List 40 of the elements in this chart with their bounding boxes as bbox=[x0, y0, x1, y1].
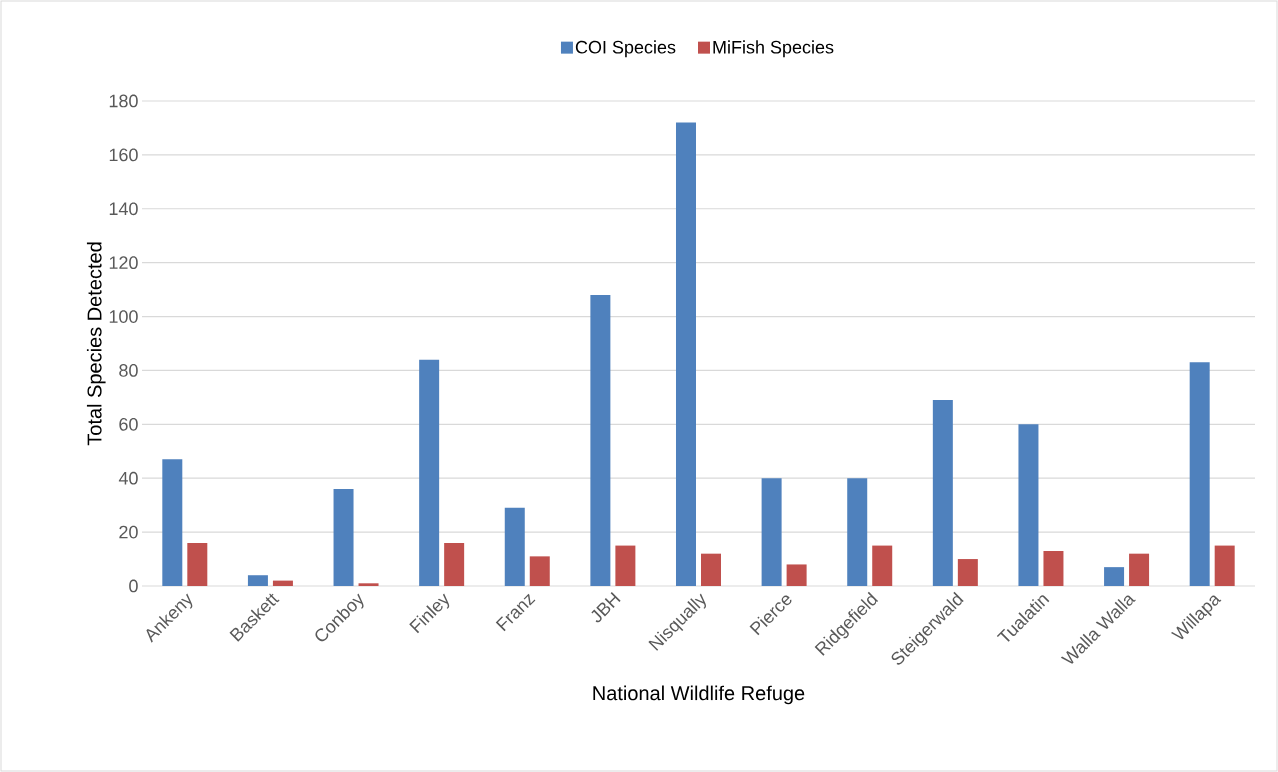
bar bbox=[1043, 550, 1064, 586]
bar bbox=[1214, 545, 1235, 586]
y-tick-label: 80 bbox=[119, 364, 138, 377]
legend-label: COI Species bbox=[575, 40, 676, 58]
y-tick-label: 160 bbox=[109, 148, 138, 162]
bar bbox=[872, 545, 893, 586]
y-tick-label: 140 bbox=[109, 202, 138, 216]
bar bbox=[504, 507, 525, 586]
bar bbox=[761, 478, 782, 586]
y-tick-label: 20 bbox=[119, 525, 138, 539]
bar bbox=[358, 583, 379, 586]
legend-label: MiFish Species bbox=[713, 40, 834, 58]
bar bbox=[1129, 553, 1150, 586]
bar bbox=[676, 122, 696, 586]
bar bbox=[162, 459, 183, 586]
bar bbox=[272, 580, 293, 586]
bar bbox=[1018, 424, 1039, 586]
bar bbox=[786, 564, 807, 586]
bar bbox=[932, 400, 953, 586]
y-tick-label: 100 bbox=[109, 310, 138, 323]
bar bbox=[957, 559, 978, 586]
bar bbox=[1104, 567, 1125, 586]
bar bbox=[529, 556, 550, 586]
bar bbox=[590, 295, 611, 586]
y-tick-label: 0 bbox=[129, 579, 138, 593]
y-tick-label: 40 bbox=[118, 471, 138, 485]
y-axis-title: Total Species Detected bbox=[86, 242, 106, 446]
bar bbox=[419, 359, 440, 586]
y-tick-label: 60 bbox=[119, 417, 138, 431]
bar bbox=[701, 553, 721, 586]
y-tick-label: 180 bbox=[109, 94, 138, 108]
bar bbox=[247, 575, 268, 586]
bar bbox=[1189, 362, 1210, 586]
bar bbox=[615, 545, 636, 586]
bar bbox=[187, 542, 208, 586]
bar bbox=[847, 478, 868, 586]
x-axis-title: National Wildlife Refuge bbox=[593, 685, 805, 705]
y-tick-label: 120 bbox=[109, 256, 138, 270]
bar bbox=[333, 489, 354, 586]
bar bbox=[444, 542, 465, 586]
